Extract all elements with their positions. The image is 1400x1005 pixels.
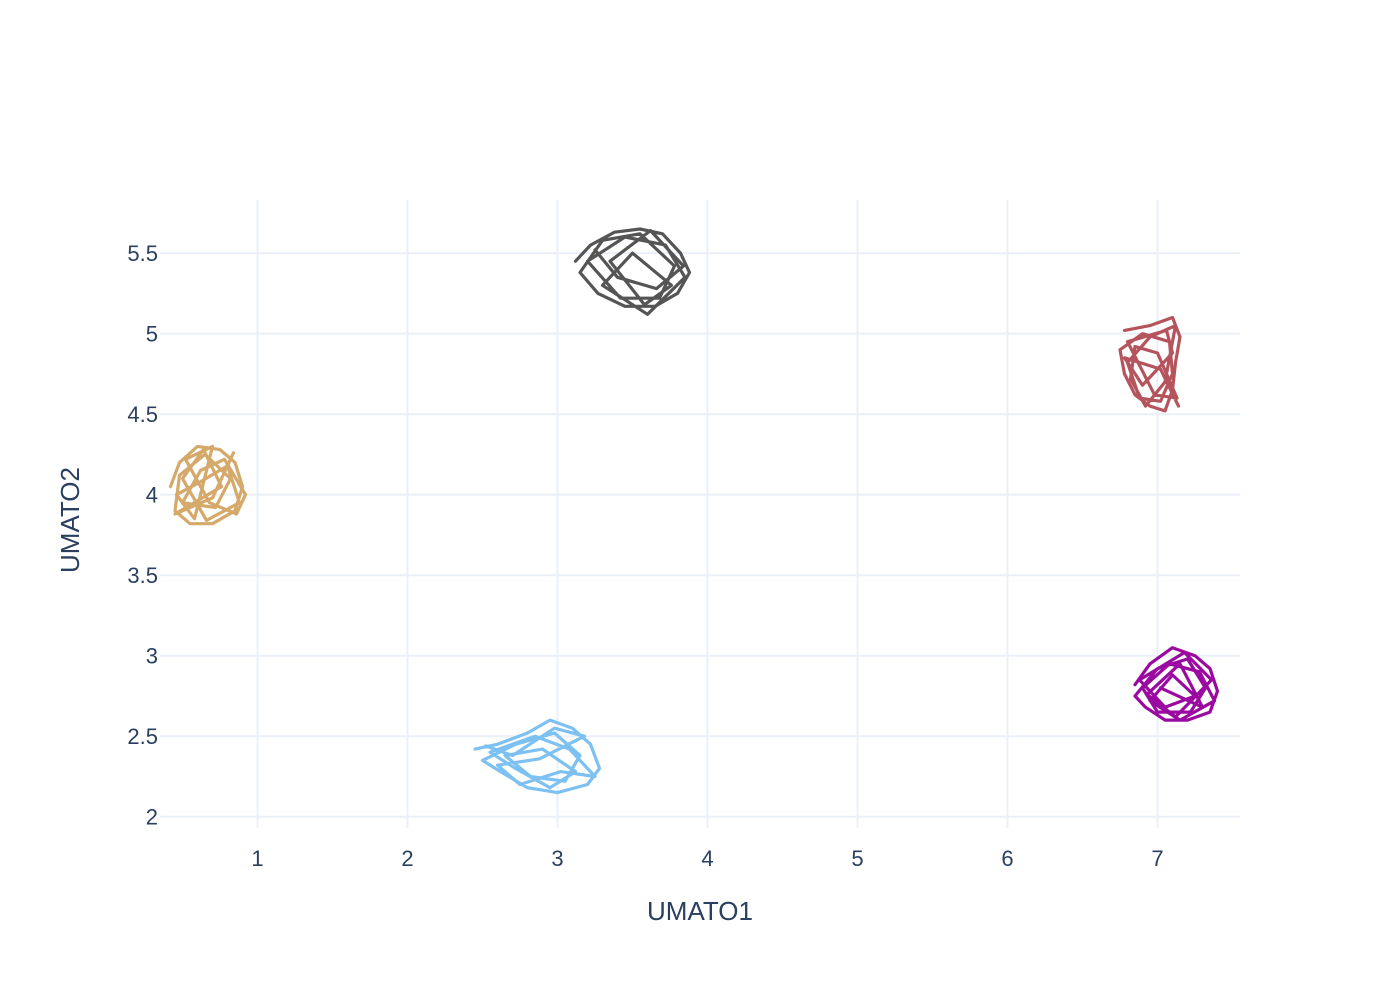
x-tick-label: 5 bbox=[851, 846, 863, 871]
y-tick-label: 4 bbox=[146, 483, 158, 508]
series-layer bbox=[168, 227, 1220, 795]
x-gridlines bbox=[256, 200, 1159, 828]
x-tick-label: 1 bbox=[251, 846, 263, 871]
x-tick-label: 2 bbox=[401, 846, 413, 871]
series-line-1 bbox=[168, 444, 248, 526]
y-tick-label: 2.5 bbox=[127, 724, 158, 749]
x-tick-label: 6 bbox=[1001, 846, 1013, 871]
series-line-5 bbox=[1133, 646, 1220, 722]
x-tick-label: 7 bbox=[1151, 846, 1163, 871]
series-line-3 bbox=[473, 718, 602, 795]
y-tick-label: 5 bbox=[146, 322, 158, 347]
y-tick-label: 5.5 bbox=[127, 241, 158, 266]
series-line-4 bbox=[1118, 315, 1182, 413]
x-tick-label: 3 bbox=[551, 846, 563, 871]
series-line-2 bbox=[573, 227, 692, 316]
y-tick-label: 4.5 bbox=[127, 402, 158, 427]
y-tick-label: 2 bbox=[146, 805, 158, 830]
x-tick-label: 4 bbox=[701, 846, 713, 871]
y-axis-title: UMATO2 bbox=[55, 467, 85, 573]
x-tick-labels: 1 2 3 4 5 6 7 bbox=[251, 846, 1163, 871]
y-tick-labels: 2 2.5 3 3.5 4 4.5 5 5.5 bbox=[127, 241, 158, 830]
y-tick-label: 3.5 bbox=[127, 563, 158, 588]
y-gridlines bbox=[160, 252, 1240, 818]
y-tick-label: 3 bbox=[146, 644, 158, 669]
x-axis-title: UMATO1 bbox=[647, 896, 753, 926]
